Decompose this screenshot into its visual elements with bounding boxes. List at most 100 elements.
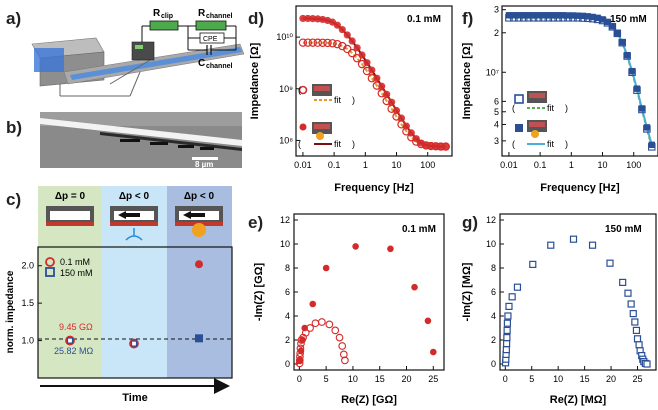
chart-c-frame — [37, 246, 233, 379]
data-point-filled — [638, 105, 646, 112]
svg-text:fit: fit — [547, 139, 555, 149]
data-point-open — [335, 333, 344, 342]
data-point-filled — [589, 13, 596, 21]
data-point-filled — [424, 317, 432, 325]
data-point-filled — [559, 12, 567, 19]
x-tick-label: 20 — [401, 374, 411, 384]
svg-text:C: C — [198, 58, 205, 69]
y-tick-label: 4 — [491, 311, 496, 321]
data-point-filled — [402, 122, 410, 130]
data-point-square — [643, 360, 651, 368]
x-tick-label: 0 — [503, 374, 508, 384]
chart-d-title: 0.1 mM — [407, 14, 441, 25]
y-tick-label: 5 — [494, 107, 499, 117]
y-tick-label: 6 — [285, 287, 290, 297]
data-point-square — [635, 341, 643, 349]
data-point-filled — [614, 29, 621, 36]
chart-e-xlabel: Re(Z) [GΩ] — [341, 394, 397, 406]
y-tick-label: 3 — [494, 136, 499, 146]
condition-label-1: Δp = 0 — [55, 191, 86, 202]
x-tick-label: 0.01 — [294, 160, 312, 170]
data-point-filled — [387, 245, 394, 253]
x-tick-label: 0.1 — [534, 160, 547, 170]
chart-d-marks — [298, 14, 450, 151]
data-point-square — [619, 278, 627, 286]
data-point-filled — [623, 51, 631, 59]
y-tick-label: 6 — [494, 96, 499, 106]
data-point-open — [323, 38, 332, 48]
data-point-square — [505, 302, 513, 310]
panel-label-d: d) — [248, 9, 264, 28]
x-tick-label: 0.01 — [500, 160, 518, 170]
data-point-filled — [296, 357, 304, 364]
data-point-square — [503, 334, 511, 342]
legend-c-circle — [45, 257, 55, 267]
svg-text:CPE: CPE — [203, 36, 218, 43]
data-point-filled — [383, 90, 391, 98]
data-point-filled — [545, 12, 552, 19]
data-point-filled — [525, 12, 532, 19]
chart-g-xlabel: Re(Z) [MΩ] — [550, 394, 607, 406]
x-tick-label: 10 — [392, 160, 402, 170]
y-tick-label: 12 — [280, 215, 290, 225]
data-point-filled — [368, 66, 376, 74]
svg-text:(: ( — [512, 139, 515, 149]
data-point-filled — [299, 336, 306, 344]
y-tick-label: 1.5 — [21, 298, 34, 308]
data-point-filled — [411, 283, 418, 291]
data-point-filled — [609, 22, 616, 30]
svg-text:clip: clip — [161, 13, 173, 20]
data-point-filled — [343, 31, 351, 39]
data-point-open — [311, 319, 320, 328]
data-point-filled — [353, 44, 361, 52]
svg-text:): ) — [565, 139, 568, 149]
svg-text:channel: channel — [206, 63, 233, 70]
chart-d-legend: ( fit ) ( fit ) — [298, 84, 355, 149]
device-illustration — [31, 37, 245, 97]
chart-g-title: 150 mM — [605, 224, 642, 235]
chart-g-frame — [499, 213, 657, 371]
data-point-filled — [297, 347, 305, 355]
data-point-filled — [550, 12, 557, 19]
data-point-filled — [530, 12, 537, 19]
data-point-filled — [643, 124, 651, 131]
chart-f-frame — [501, 5, 658, 157]
data-point-square — [632, 326, 641, 334]
svg-text:R: R — [198, 8, 206, 19]
chart-d-ylabel: Impedance [Ω] — [249, 42, 261, 119]
chart-c-xlabel: Time — [122, 392, 147, 404]
data-point-filled — [387, 98, 396, 106]
condition-label-3: Δp < 0 — [184, 191, 215, 202]
svg-text:(: ( — [298, 85, 301, 95]
panel-label-e: e) — [248, 213, 263, 232]
data-point-filled — [579, 12, 587, 20]
data-point-filled — [540, 12, 547, 19]
data-point-square — [633, 335, 642, 343]
y-tick-label: 10⁸ — [279, 135, 293, 145]
data-point-filled — [515, 12, 522, 19]
svg-text:): ) — [352, 95, 355, 105]
data-point-open — [343, 44, 352, 54]
panel-label-a: a) — [6, 9, 21, 28]
x-tick-label: 15 — [375, 374, 385, 384]
chart-g-ylabel: -Im(Z) [MΩ] — [461, 262, 473, 321]
data-point-filled — [628, 67, 636, 75]
chart-g-axes: 0 5 10 15 20 25 0 2 4 6 8 10 12 — [486, 215, 643, 384]
x-tick-label: 20 — [606, 374, 616, 384]
data-point-square — [502, 346, 510, 354]
y-tick-label: 10⁷ — [486, 67, 499, 77]
sem-image: 8 µm — [40, 112, 242, 169]
svg-text:(: ( — [512, 103, 515, 113]
data-point-square — [588, 241, 597, 249]
data-point-open — [347, 48, 357, 58]
chart-f-marks — [505, 12, 656, 151]
data-point-filled — [363, 59, 371, 67]
data-point-open — [325, 320, 334, 329]
y-tick-label: 8 — [491, 263, 496, 273]
data-point-square — [629, 310, 637, 318]
chart-e-ylabel: -Im(Z) [GΩ] — [253, 263, 265, 322]
data-point-filled — [412, 135, 420, 143]
y-tick-label: 10 — [280, 239, 290, 249]
equivalent-circuit: R clip R channel CPE C channel — [141, 8, 237, 70]
data-point-filled — [333, 21, 341, 29]
